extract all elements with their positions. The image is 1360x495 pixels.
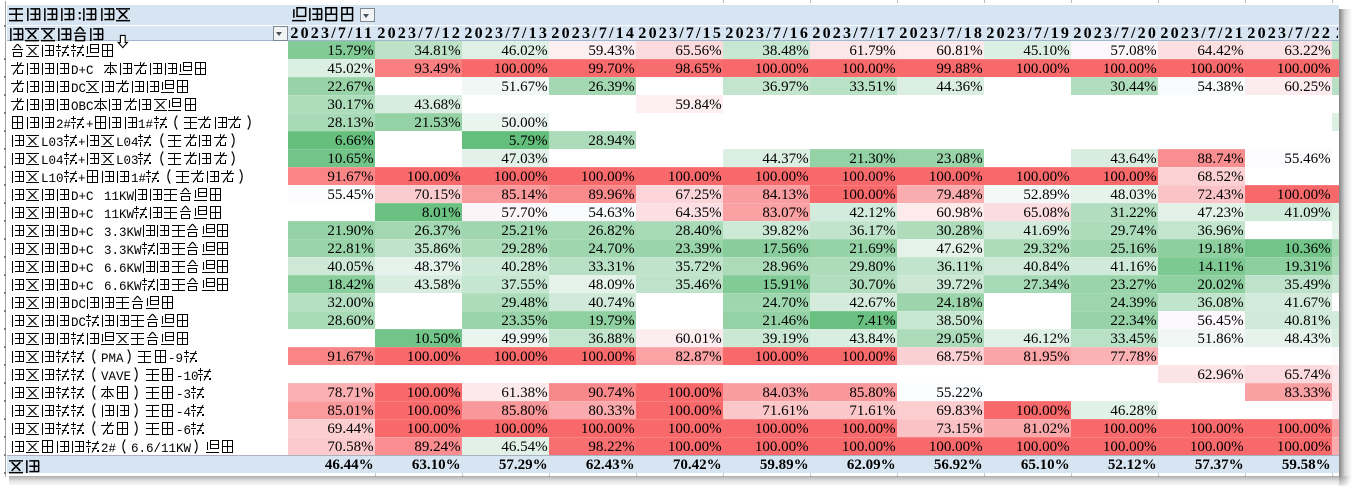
svg-text:D+C: D+C [71, 280, 94, 294]
svg-text:D+C: D+C [71, 244, 94, 258]
svg-text:2#: 2# [56, 118, 72, 132]
svg-text:+: + [86, 118, 94, 132]
svg-text:VAVE: VAVE [101, 370, 131, 384]
svg-text:11KW: 11KW [104, 190, 135, 204]
svg-text:6.6/11KW: 6.6/11KW [131, 442, 192, 456]
svg-text:D+C: D+C [71, 64, 94, 78]
svg-text:L10: L10 [41, 172, 64, 186]
svg-text:1#: 1# [131, 172, 147, 186]
svg-text:D+C: D+C [71, 226, 94, 240]
svg-text:D+C: D+C [71, 190, 94, 204]
svg-text:L04: L04 [116, 136, 139, 150]
svg-text:+: + [78, 172, 86, 186]
svg-text:L03: L03 [116, 154, 139, 168]
svg-text:3.3KW: 3.3KW [104, 226, 142, 240]
svg-text:2#: 2# [101, 442, 117, 456]
svg-text:-3: -3 [176, 388, 191, 402]
svg-text:-4: -4 [176, 406, 191, 420]
svg-text::: : [76, 9, 84, 25]
svg-text:D+C: D+C [71, 262, 94, 276]
svg-text:6.6KW: 6.6KW [104, 280, 142, 294]
svg-text:DC: DC [71, 316, 86, 330]
svg-text:PMA: PMA [101, 352, 124, 366]
svg-text:L04: L04 [41, 154, 64, 168]
svg-text:DC: DC [71, 82, 86, 96]
svg-text:L03: L03 [41, 136, 64, 150]
svg-text:6.6KW: 6.6KW [104, 262, 142, 276]
svg-text:3.3KW: 3.3KW [104, 244, 142, 258]
svg-text:-10: -10 [176, 370, 199, 384]
svg-text:11KW: 11KW [104, 208, 135, 222]
svg-text:+: + [78, 136, 86, 150]
svg-text:1#: 1# [138, 118, 154, 132]
svg-text:D+C: D+C [71, 208, 94, 222]
svg-text:DC: DC [71, 298, 86, 312]
svg-text:OBC: OBC [71, 100, 94, 114]
svg-text:-6: -6 [176, 424, 191, 438]
svg-text:+: + [78, 154, 86, 168]
svg-text:-9: -9 [168, 352, 183, 366]
